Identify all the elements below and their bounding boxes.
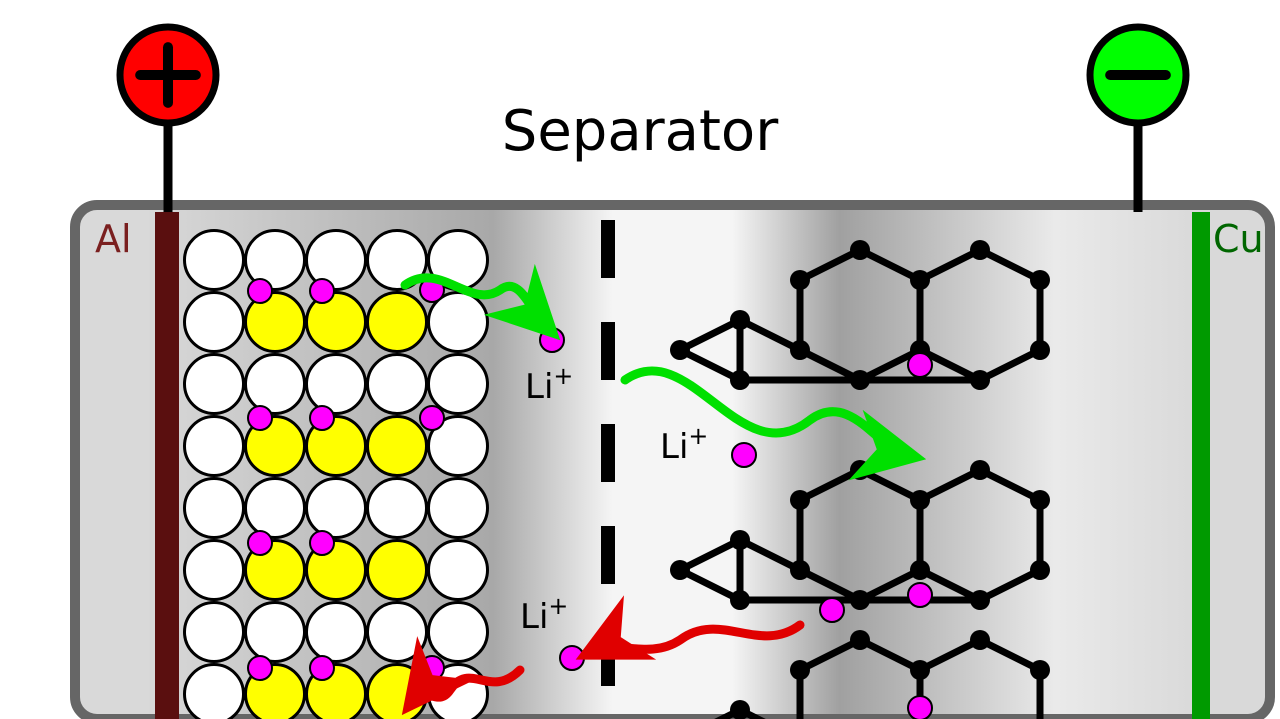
battery-diagram: Separator Al Cu Li+Li+Li+ bbox=[0, 0, 1280, 719]
negative-terminal bbox=[1090, 27, 1186, 212]
cu-label: Cu bbox=[1213, 217, 1264, 261]
al-collector-bar bbox=[155, 212, 179, 719]
al-label: Al bbox=[95, 217, 132, 261]
positive-terminal bbox=[120, 27, 216, 212]
title-label: Separator bbox=[502, 99, 779, 164]
cu-collector-bar bbox=[1192, 212, 1210, 719]
